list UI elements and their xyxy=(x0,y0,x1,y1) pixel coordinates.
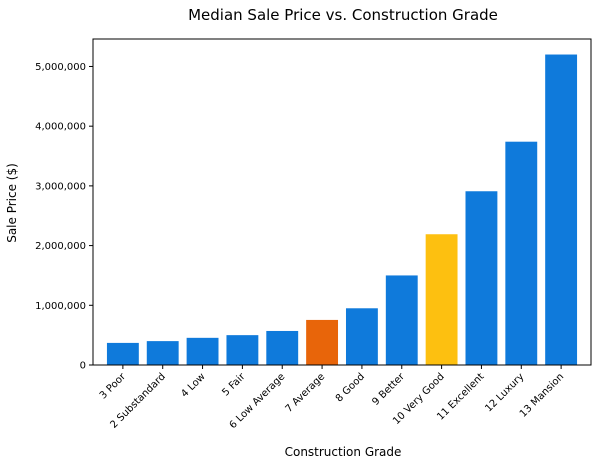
bar-2-substandard xyxy=(146,341,179,365)
x-tick-label: 5 Fair xyxy=(220,371,248,399)
x-tick-label: 8 Good xyxy=(334,371,367,404)
bar-10-very-good xyxy=(425,234,458,365)
plot-frame xyxy=(92,38,592,366)
x-axis-label: Construction Grade xyxy=(285,445,402,459)
bars-group xyxy=(106,54,578,366)
x-tick-label: 4 Low xyxy=(179,371,207,399)
x-tick-label: 7 Average xyxy=(284,371,328,415)
x-tick-label: 3 Poor xyxy=(98,371,129,402)
y-tick-label: 0 xyxy=(80,361,86,372)
y-tick-label: 1,000,000 xyxy=(35,301,86,312)
y-tick-label: 2,000,000 xyxy=(35,241,86,252)
y-axis-ticks: 0 1,000,000 2,000,000 3,000,000 4,000,000 5,0… xyxy=(35,62,93,372)
bar-5-fair xyxy=(226,335,259,365)
bar-3-poor xyxy=(106,342,139,365)
x-tick-label: 12 Luxury xyxy=(483,371,526,414)
bar-4-low xyxy=(186,337,219,365)
bar-9-better xyxy=(385,275,418,365)
bar-8-good xyxy=(345,308,378,365)
x-tick-label: 9 Better xyxy=(370,371,407,408)
y-axis-label: Sale Price ($) xyxy=(5,163,19,243)
chart-title: Median Sale Price vs. Construction Grade xyxy=(188,6,498,24)
bar-12-luxury xyxy=(505,141,538,365)
y-tick-label: 5,000,000 xyxy=(35,62,86,73)
bar-11-excellent xyxy=(465,191,498,365)
bar-6-low-average xyxy=(266,330,299,365)
bar-13-mansion xyxy=(545,54,578,366)
y-tick-label: 3,000,000 xyxy=(35,181,86,192)
bar-7-average xyxy=(306,319,339,365)
y-tick-label: 4,000,000 xyxy=(35,122,86,133)
